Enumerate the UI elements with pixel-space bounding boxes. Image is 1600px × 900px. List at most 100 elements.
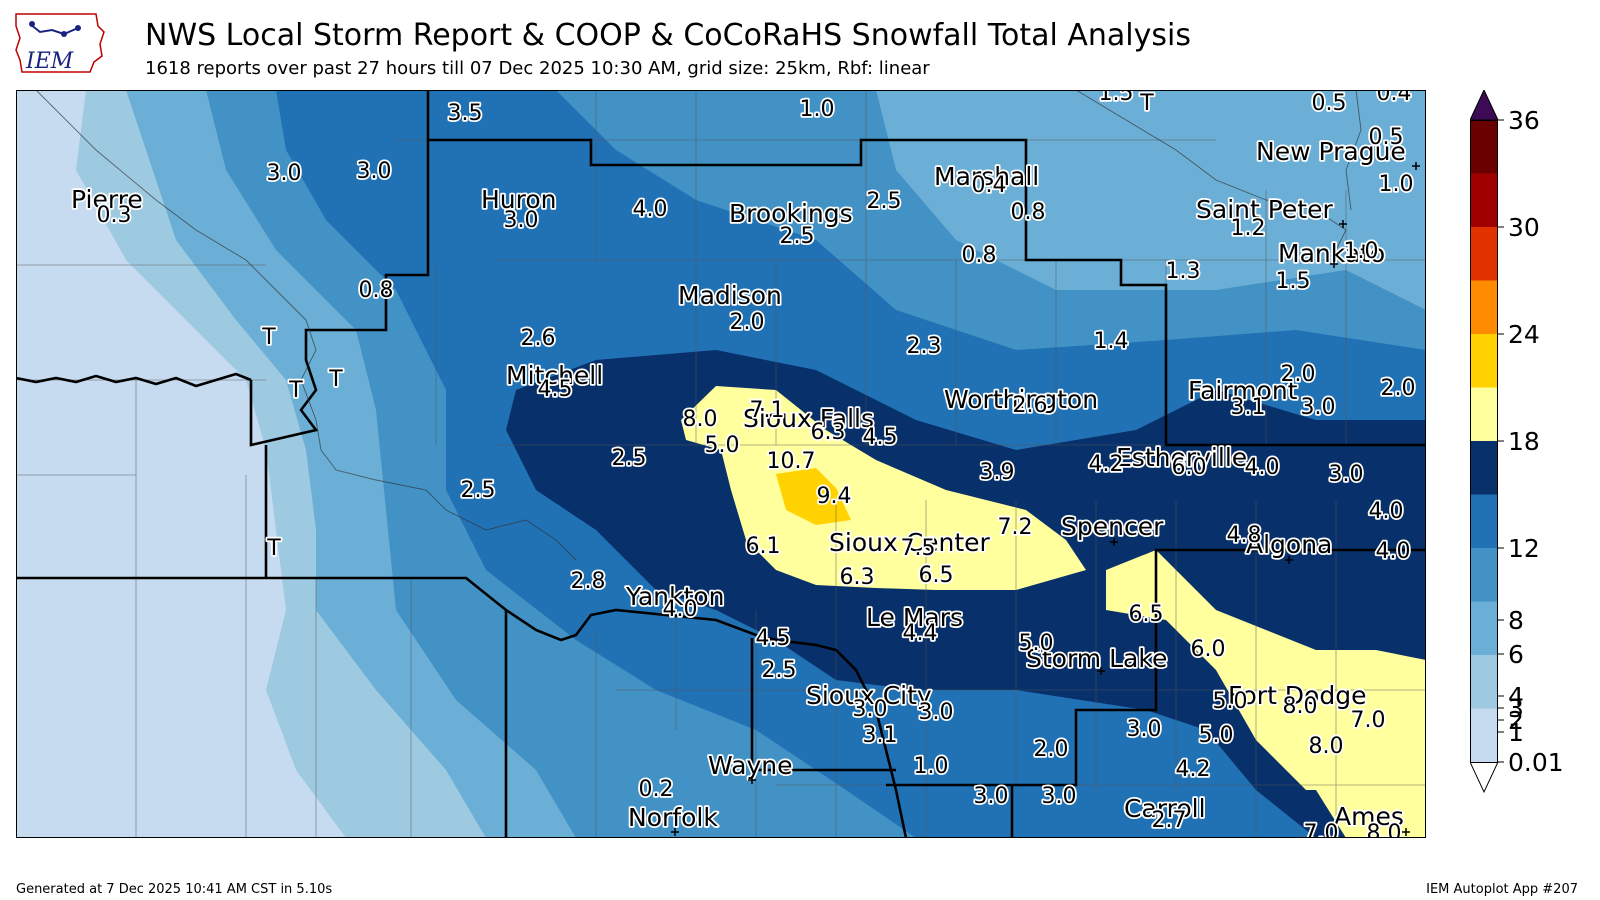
colorbar-segments: [1470, 120, 1498, 762]
rivers: [35, 90, 1362, 561]
report-value: 3.9: [980, 460, 1015, 485]
report-value: 7.1: [750, 398, 785, 423]
report-value: 1.5: [1099, 90, 1134, 106]
report-value: 5.0: [705, 433, 740, 458]
report-value: 3.0: [357, 159, 392, 184]
report-value: 3.0: [974, 784, 1009, 809]
report-value: 0.4: [972, 173, 1007, 198]
report-value: 3.0: [1127, 717, 1162, 742]
report-value: 4.5: [538, 377, 573, 402]
report-value: 0.3: [97, 203, 132, 228]
report-value: 1.3: [1166, 259, 1201, 284]
report-value: 3.1: [1231, 395, 1266, 420]
report-value: 2.0: [1381, 376, 1416, 401]
report-value: 2.0: [730, 310, 765, 335]
city-algona: Algona: [1246, 530, 1332, 559]
report-value: 8.0: [1367, 821, 1402, 838]
colorbar-segment: [1470, 227, 1498, 281]
colorbar-tick-label: 4: [1508, 682, 1524, 711]
report-value: 8.0: [683, 407, 718, 432]
report-value: T: [288, 378, 303, 403]
colorbar-tick-label: 12: [1508, 534, 1540, 563]
report-value: 0.2: [639, 777, 674, 802]
report-value: 7.0: [1304, 821, 1339, 838]
report-value: 7.5: [901, 536, 936, 561]
state-boundaries: [16, 90, 1426, 838]
city-fairmont: Fairmont: [1188, 376, 1298, 405]
colorbar-segment: [1470, 548, 1498, 602]
city-spencer: Spencer: [1061, 512, 1164, 541]
city-le-mars: Le Mars: [866, 603, 963, 632]
city-sioux-falls: Sioux Falls: [743, 404, 874, 433]
report-value: 4.5: [863, 425, 898, 450]
colorbar-top-arrow: [1470, 90, 1499, 121]
report-value: 1.0: [1379, 172, 1414, 197]
report-value: 7.2: [998, 515, 1033, 540]
report-value: 4.4: [903, 621, 938, 646]
colorbar-tick-label: 1: [1508, 718, 1524, 747]
report-value: 3.1: [863, 723, 898, 748]
city-madison: Madison: [678, 281, 782, 310]
report-value: 7.0: [1351, 708, 1386, 733]
city-new-prague: New Prague: [1256, 137, 1406, 166]
map-frame: [16, 90, 1426, 838]
report-value: 1.2: [1231, 216, 1266, 241]
report-value: 3.0: [1301, 395, 1336, 420]
report-value: 4.2: [1176, 757, 1211, 782]
report-value: 0.8: [359, 278, 394, 303]
report-value: 0.8: [962, 243, 997, 268]
city-markers: [671, 162, 1420, 836]
colorbar-segment: [1470, 441, 1498, 495]
report-value: 3.0: [267, 161, 302, 186]
report-value: 1.4: [1094, 329, 1129, 354]
report-value: 5.0: [1213, 689, 1248, 714]
city-sioux-city: Sioux City: [806, 681, 932, 710]
report-value: 4.8: [1227, 523, 1262, 548]
city-fort-dodge: Fort Dodge: [1228, 681, 1366, 710]
report-value: 2.3: [907, 334, 942, 359]
report-value: 2.5: [461, 478, 496, 503]
band-12: [776, 468, 851, 525]
report-value: 5.0: [1019, 631, 1054, 656]
report-value: T: [1139, 91, 1154, 116]
city-worthington: Worthington: [944, 385, 1098, 414]
report-value: 10.7: [767, 449, 816, 474]
report-value: 1.0: [800, 97, 835, 122]
report-value: T: [266, 536, 281, 561]
report-value: 4.0: [633, 197, 668, 222]
report-value: 6.3: [840, 565, 875, 590]
report-value: 9.4: [817, 484, 852, 509]
report-value: 3.0: [853, 697, 888, 722]
city-huron: Huron: [481, 185, 557, 214]
colorbar-tick-label: 8: [1508, 606, 1524, 635]
report-value: 2.8: [571, 569, 606, 594]
report-value: 4.0: [1369, 499, 1404, 524]
colorbar-segment: [1470, 334, 1498, 388]
band-8: [681, 386, 1086, 590]
colorbar-tick-label: 6: [1508, 640, 1524, 669]
city-brookings: Brookings: [729, 199, 853, 228]
report-value: 4.0: [1245, 455, 1280, 480]
report-value: 2.5: [612, 446, 647, 471]
report-value: 2.0: [1034, 737, 1069, 762]
city-mitchell: Mitchell: [506, 361, 603, 390]
report-values: 3.5 1.0 1.5 T 0.5 0.4 0.5 1.0 3.0 3.0 0.…: [95, 90, 1418, 838]
report-value: 5.0: [1199, 723, 1234, 748]
report-value: 2.5: [762, 658, 797, 683]
colorbar-segment: [1470, 708, 1498, 762]
report-value: 0.5: [1369, 125, 1404, 150]
report-value: 8.0: [1283, 694, 1318, 719]
colorbar-segment: [1470, 280, 1498, 334]
colorbar-tick-label: 0.01: [1508, 748, 1564, 777]
report-value: 4.0: [1376, 539, 1411, 564]
report-value: 2.0: [1281, 362, 1316, 387]
report-value: 3.0: [504, 208, 539, 233]
report-value: 3.0: [919, 700, 954, 725]
colorbar-tick-label: 3: [1508, 694, 1524, 723]
city-pierre: Pierre: [71, 185, 143, 214]
report-value: 1.5: [1276, 269, 1311, 294]
city-labels: Pierre Huron Brookings Marshall Saint Pe…: [69, 135, 1407, 834]
city-saint-peter: Saint Peter: [1196, 195, 1333, 224]
